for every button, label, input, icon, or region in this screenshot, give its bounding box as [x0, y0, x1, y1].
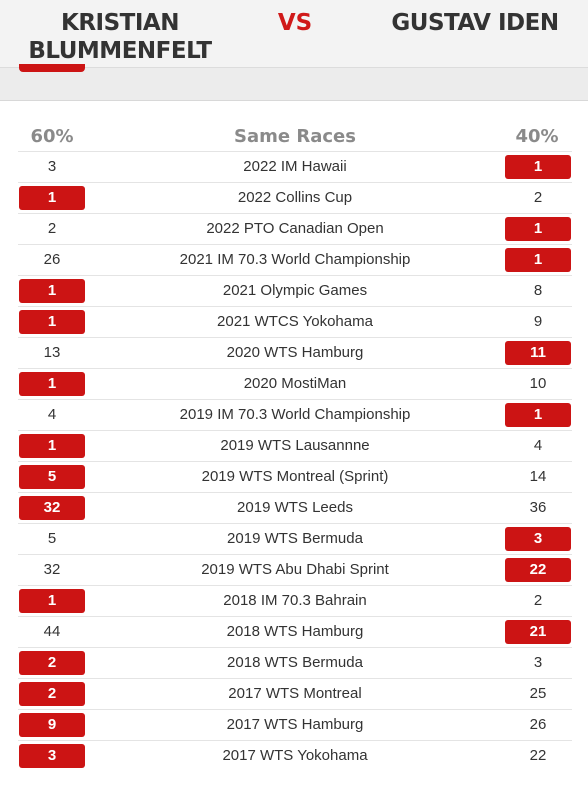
table-row: 1 2021 Olympic Games 8 — [18, 275, 572, 306]
right-finish-position: 9 — [533, 313, 543, 330]
left-finish-position: 3 — [47, 158, 57, 175]
right-finish-position: 2 — [533, 189, 543, 206]
left-finish-position: 4 — [47, 406, 57, 423]
right-finish-position: 1 — [505, 155, 571, 179]
right-finish-position: 1 — [505, 403, 571, 427]
table-row: 2 2017 WTS Montreal 25 — [18, 678, 572, 709]
table-row: 9 2017 WTS Hamburg 26 — [18, 709, 572, 740]
race-name-link[interactable]: 2019 WTS Leeds — [237, 499, 353, 516]
race-name-link[interactable]: 2020 MostiMan — [243, 375, 347, 392]
athlete-left-last-name: BLUMMENFELT — [28, 38, 212, 64]
same-races-card — [0, 100, 588, 801]
race-name-link[interactable]: 2020 WTS Hamburg — [226, 344, 364, 361]
table-row: 2 2018 WTS Bermuda 3 — [18, 647, 572, 678]
race-name-link[interactable]: 2019 WTS Lausannne — [220, 437, 370, 454]
vs-label: VS — [277, 10, 313, 36]
left-finish-position: 2 — [47, 220, 57, 237]
race-name-link[interactable]: 2018 WTS Hamburg — [226, 623, 364, 640]
left-finish-position: 1 — [19, 589, 85, 613]
table-row: 1 2020 MostiMan 10 — [18, 368, 572, 399]
left-finish-position: 1 — [19, 434, 85, 458]
right-finish-position: 11 — [505, 341, 571, 365]
race-name-link[interactable]: 2022 IM Hawaii — [243, 158, 347, 175]
left-finish-position: 1 — [19, 279, 85, 303]
left-finish-position: 2 — [19, 651, 85, 675]
race-name-link[interactable]: 2021 IM 70.3 World Championship — [179, 251, 411, 268]
athlete-right-name[interactable]: GUSTAV IDEN — [391, 10, 559, 36]
left-finish-position: 1 — [19, 186, 85, 210]
table-row: 26 2021 IM 70.3 World Championship 1 — [18, 244, 572, 275]
race-name-link[interactable]: 2021 Olympic Games — [222, 282, 368, 299]
same-races-title: Same Races — [234, 126, 356, 147]
right-finish-position: 36 — [529, 499, 547, 516]
race-name-link[interactable]: 2021 WTCS Yokohama — [217, 313, 373, 330]
left-finish-position: 5 — [19, 465, 85, 489]
athlete-left-first-name: KRISTIAN — [61, 10, 179, 36]
left-finish-position: 1 — [19, 310, 85, 334]
right-finish-position: 3 — [533, 654, 543, 671]
left-finish-position: 9 — [19, 713, 85, 737]
right-finish-position: 8 — [533, 282, 543, 299]
comparison-header: KRISTIAN BLUMMENFELT VS GUSTAV IDEN — [0, 0, 588, 68]
race-name-link[interactable]: 2019 WTS Montreal (Sprint) — [201, 468, 389, 485]
left-finish-position: 2 — [19, 682, 85, 706]
race-name-link[interactable]: 2022 Collins Cup — [237, 189, 353, 206]
table-row: 3 2017 WTS Yokohama 22 — [18, 740, 572, 771]
right-finish-position: 26 — [529, 716, 547, 733]
left-finish-position: 32 — [19, 496, 85, 520]
race-name-link[interactable]: 2022 PTO Canadian Open — [206, 220, 384, 237]
left-finish-position: 32 — [43, 561, 61, 578]
table-row: 13 2020 WTS Hamburg 11 — [18, 337, 572, 368]
table-row: 1 2021 WTCS Yokohama 9 — [18, 306, 572, 337]
right-finish-position: 25 — [529, 685, 547, 702]
table-row: 2 2022 PTO Canadian Open 1 — [18, 213, 572, 244]
right-finish-position: 2 — [533, 592, 543, 609]
race-name-link[interactable]: 2019 WTS Bermuda — [227, 530, 363, 547]
race-name-link[interactable]: 2019 IM 70.3 World Championship — [179, 406, 411, 423]
right-finish-position: 1 — [505, 217, 571, 241]
left-win-percent: 60% — [30, 126, 74, 147]
table-row: 5 2019 WTS Montreal (Sprint) 14 — [18, 461, 572, 492]
table-row: 44 2018 WTS Hamburg 21 — [18, 616, 572, 647]
race-name-link[interactable]: 2018 IM 70.3 Bahrain — [223, 592, 367, 609]
same-races-table: 3 2022 IM Hawaii 1 1 2022 Collins Cup 2 2 2022 … — [18, 151, 572, 771]
right-finish-position: 4 — [533, 437, 543, 454]
left-finish-position: 26 — [43, 251, 61, 268]
left-finish-position: 1 — [19, 372, 85, 396]
race-name-link[interactable]: 2017 WTS Yokohama — [222, 747, 368, 764]
right-finish-position: 14 — [529, 468, 547, 485]
race-name-link[interactable]: 2019 WTS Abu Dhabi Sprint — [201, 561, 389, 578]
athlete-left-name[interactable]: KRISTIAN BLUMMENFELT — [20, 9, 220, 65]
race-name-link[interactable]: 2017 WTS Montreal — [228, 685, 362, 702]
right-finish-position: 1 — [505, 248, 571, 272]
right-finish-position: 21 — [505, 620, 571, 644]
race-name-link[interactable]: 2018 WTS Bermuda — [227, 654, 363, 671]
table-row: 4 2019 IM 70.3 World Championship 1 — [18, 399, 572, 430]
table-row: 5 2019 WTS Bermuda 3 — [18, 523, 572, 554]
left-finish-position: 3 — [19, 744, 85, 768]
previous-section-badge — [19, 64, 85, 72]
table-row: 1 2022 Collins Cup 2 — [18, 182, 572, 213]
table-row: 1 2019 WTS Lausannne 4 — [18, 430, 572, 461]
table-row: 1 2018 IM 70.3 Bahrain 2 — [18, 585, 572, 616]
right-win-percent: 40% — [515, 126, 559, 147]
right-finish-position: 3 — [505, 527, 571, 551]
right-finish-position: 10 — [529, 375, 547, 392]
left-finish-position: 44 — [43, 623, 61, 640]
right-finish-position: 22 — [505, 558, 571, 582]
race-name-link[interactable]: 2017 WTS Hamburg — [226, 716, 364, 733]
left-finish-position: 5 — [47, 530, 57, 547]
table-row: 32 2019 WTS Leeds 36 — [18, 492, 572, 523]
left-finish-position: 13 — [43, 344, 61, 361]
table-row: 3 2022 IM Hawaii 1 — [18, 151, 572, 182]
table-row: 32 2019 WTS Abu Dhabi Sprint 22 — [18, 554, 572, 585]
right-finish-position: 22 — [529, 747, 547, 764]
